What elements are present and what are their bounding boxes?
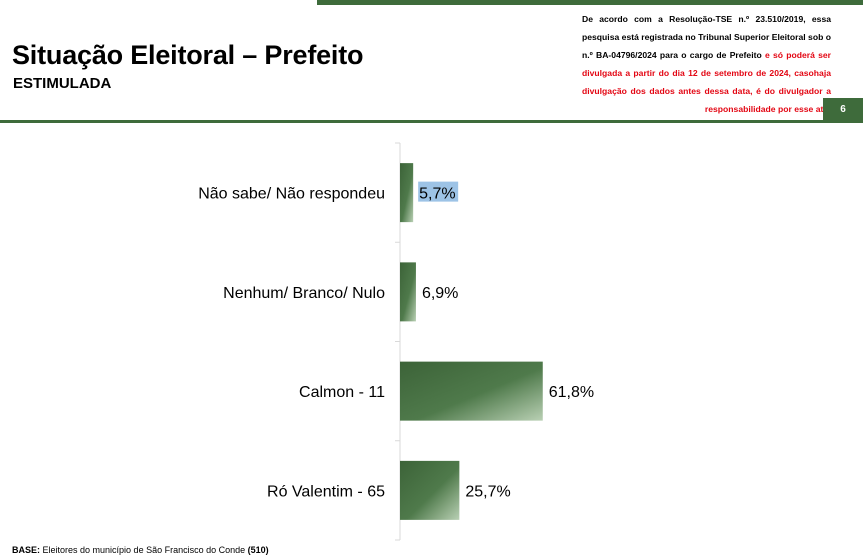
page-number: 6 — [823, 98, 863, 120]
value-label: 61,8% — [549, 384, 594, 401]
bar — [400, 361, 543, 421]
footer-base-count: (510) — [247, 545, 269, 555]
value-label: 25,7% — [465, 483, 510, 500]
header-divider — [0, 120, 863, 123]
bar — [400, 262, 416, 322]
value-label-highlight — [418, 181, 459, 202]
footer-base-text: Eleitores do município de São Francisco … — [40, 545, 248, 555]
legal-notice-red-2: haja divulgação dos dados antes dessa da… — [582, 68, 831, 114]
legal-notice: De acordo com a Resolução-TSE n.º 23.510… — [582, 10, 831, 118]
category-label: Calmon - 11 — [299, 384, 385, 401]
value-label: 6,9% — [422, 285, 458, 302]
bar — [400, 460, 460, 520]
legal-notice-black: De acordo com a Resolução-TSE n.º 23.510… — [582, 14, 831, 60]
top-accent-bar — [317, 0, 863, 5]
footer-base: BASE: Eleitores do município de São Fran… — [12, 545, 269, 555]
page-title: Situação Eleitoral – Prefeito — [12, 40, 364, 70]
category-label: Ró Valentim - 65 — [267, 483, 385, 500]
bar — [400, 163, 414, 223]
legal-notice-red-1: e só poderá ser divulgada a partir do di… — [582, 50, 832, 78]
footer-base-label: BASE: — [12, 545, 41, 555]
category-label: Não sabe/ Não respondeu — [198, 186, 385, 203]
value-label: 5,7% — [419, 186, 455, 203]
page-subtitle: ESTIMULADA — [13, 75, 112, 92]
category-label: Nenhum/ Branco/ Nulo — [223, 285, 385, 302]
